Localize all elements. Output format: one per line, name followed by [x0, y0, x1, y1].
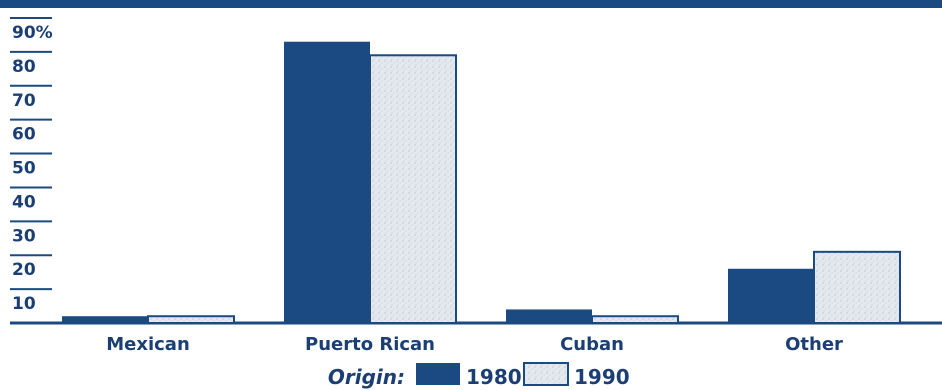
bar-other-1980	[728, 268, 814, 323]
x-axis-labels: Mexican Puerto Rican Cuban Other	[106, 334, 843, 355]
y-tick-label-90: 90%	[12, 23, 53, 43]
y-tick-label-50: 50	[12, 159, 36, 179]
y-tick-label-40: 40	[12, 192, 36, 212]
x-label-cuban: Cuban	[560, 334, 624, 355]
bar-puerto-rican-1990	[369, 54, 457, 325]
y-tick-label-30: 30	[12, 226, 36, 246]
top-rule	[0, 0, 942, 8]
legend-label-1980: 1980	[466, 365, 522, 389]
bar-cuban-1990	[591, 315, 679, 325]
legend-title: Origin:	[328, 365, 405, 389]
y-axis: 10 20 30 40 50 60 70 80 90%	[10, 17, 53, 314]
y-tick-label-80: 80	[12, 57, 36, 77]
bar-mexican-1980	[62, 316, 148, 323]
legend-label-1990: 1990	[574, 365, 630, 389]
x-label-other: Other	[785, 334, 843, 355]
bar-mexican-1990	[147, 315, 235, 325]
bars-group	[62, 41, 901, 325]
y-tick-label-60: 60	[12, 125, 36, 145]
legend: Origin: 1980 1990	[328, 362, 630, 389]
bar-cuban-1980	[506, 309, 592, 323]
bar-other-1990	[813, 250, 901, 324]
bar-puerto-rican-1980	[284, 41, 370, 323]
legend-swatch-1990	[523, 362, 569, 386]
x-label-mexican: Mexican	[106, 334, 190, 355]
y-tick-label-10: 10	[12, 294, 36, 314]
y-tick-label-70: 70	[12, 91, 36, 111]
legend-swatch-1980	[416, 363, 460, 385]
y-tick-label-20: 20	[12, 260, 36, 280]
x-label-puerto-rican: Puerto Rican	[305, 334, 435, 355]
